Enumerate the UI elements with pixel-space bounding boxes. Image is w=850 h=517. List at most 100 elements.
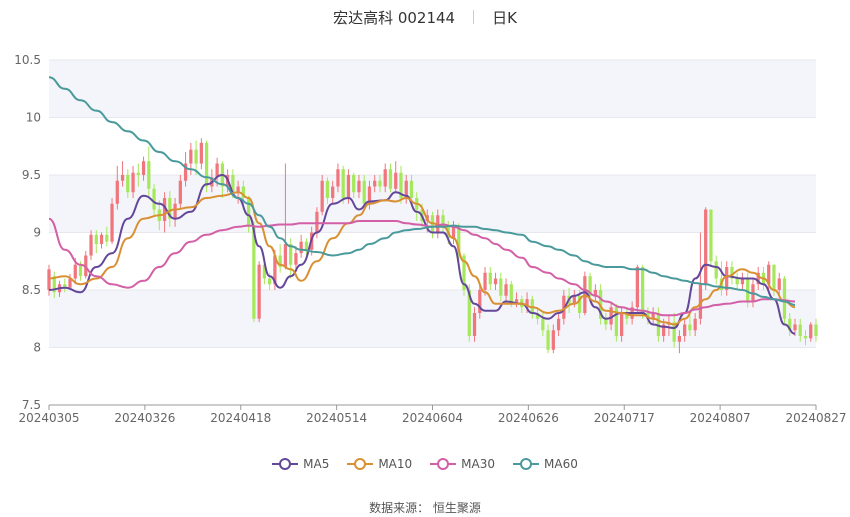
candle xyxy=(704,207,708,290)
candle xyxy=(63,278,67,293)
candle xyxy=(688,315,692,336)
candle-body xyxy=(73,264,77,279)
candle-body xyxy=(704,209,708,285)
x-tick-label: 20240514 xyxy=(306,411,367,425)
y-tick-label: 9 xyxy=(33,226,41,240)
candle xyxy=(325,177,330,204)
candle-body xyxy=(352,175,356,193)
candle-body xyxy=(94,234,98,244)
candle-body xyxy=(388,169,393,189)
candle-body xyxy=(84,255,88,277)
candle xyxy=(488,267,492,290)
candle-body xyxy=(793,324,797,331)
legend-ma5-label: MA5 xyxy=(303,457,330,471)
candle-body xyxy=(183,163,188,181)
candle-body xyxy=(47,269,51,290)
candle xyxy=(183,152,188,187)
candle xyxy=(683,318,687,342)
candle-body xyxy=(346,175,351,198)
candle xyxy=(441,209,445,233)
candle-body xyxy=(551,330,555,350)
candle xyxy=(562,290,566,325)
candle-body xyxy=(509,284,513,304)
candle xyxy=(136,163,140,187)
candle-body xyxy=(399,172,403,198)
candle-body xyxy=(152,188,156,210)
candle xyxy=(289,238,293,279)
candle xyxy=(383,163,387,193)
candle xyxy=(84,250,88,279)
candle-body xyxy=(78,264,83,277)
y-tick-label: 8 xyxy=(33,341,41,355)
legend-ma30-icon xyxy=(430,458,457,470)
candle xyxy=(331,180,335,204)
legend-item-ma5[interactable]: MA5 xyxy=(272,457,329,471)
candle xyxy=(110,198,114,244)
candle xyxy=(147,146,151,198)
candle xyxy=(472,307,477,342)
candle xyxy=(635,264,640,313)
candle xyxy=(614,303,618,342)
candle-body xyxy=(483,272,487,290)
moving-average-lines xyxy=(48,76,796,335)
candle xyxy=(257,261,261,323)
stock-name: 宏达高科 002144 xyxy=(333,8,456,27)
candle xyxy=(294,246,298,270)
candle xyxy=(409,175,414,204)
candle xyxy=(162,192,167,233)
legend-item-ma60[interactable]: MA60 xyxy=(513,457,578,471)
candle xyxy=(115,165,119,210)
candle-body xyxy=(247,198,251,227)
candle-body xyxy=(693,318,697,331)
candle-body xyxy=(336,169,340,187)
candle-body xyxy=(409,180,414,198)
candle-body xyxy=(378,180,382,187)
y-tick-label: 10.5 xyxy=(14,53,41,67)
candle xyxy=(693,313,697,336)
candle xyxy=(178,175,182,210)
candle xyxy=(399,165,403,204)
candle xyxy=(299,234,303,258)
y-tick-label: 8.5 xyxy=(22,283,41,297)
candle-body xyxy=(236,186,240,193)
candle-body xyxy=(268,278,272,285)
candle xyxy=(430,211,435,239)
candle xyxy=(199,138,203,170)
candle xyxy=(120,161,125,187)
candle-body xyxy=(504,284,508,296)
legend-item-ma10[interactable]: MA10 xyxy=(347,457,412,471)
candle-body xyxy=(619,313,624,336)
candle-body xyxy=(404,180,408,198)
candle-body xyxy=(394,172,398,189)
candle-body xyxy=(472,313,477,336)
candle xyxy=(89,230,93,261)
legend-ma10-icon xyxy=(347,458,374,470)
y-tick-label: 10 xyxy=(26,111,41,125)
candle-body xyxy=(278,255,282,267)
candle xyxy=(336,163,340,193)
candle xyxy=(756,267,760,290)
grid-band xyxy=(49,290,816,348)
candle-body xyxy=(168,198,172,219)
candle xyxy=(283,163,288,270)
x-tick-label: 20240326 xyxy=(114,411,175,425)
candle xyxy=(357,175,361,198)
candle-body xyxy=(126,175,130,193)
candle-body xyxy=(373,180,377,187)
x-tick-label: 20240827 xyxy=(785,411,846,425)
candle-body xyxy=(189,149,193,164)
candle xyxy=(194,140,198,175)
legend-ma10-label: MA10 xyxy=(378,457,413,471)
candle-body xyxy=(562,295,566,319)
candle xyxy=(625,307,629,325)
candle-body xyxy=(662,324,666,336)
candle-body xyxy=(535,313,540,319)
candle xyxy=(141,156,146,181)
candle xyxy=(68,273,72,290)
candle-body xyxy=(814,324,818,336)
candle xyxy=(730,261,734,285)
x-tick-label: 20240604 xyxy=(402,411,463,425)
candle xyxy=(320,175,324,216)
candle xyxy=(394,161,398,193)
legend-item-ma30[interactable]: MA30 xyxy=(430,457,495,471)
